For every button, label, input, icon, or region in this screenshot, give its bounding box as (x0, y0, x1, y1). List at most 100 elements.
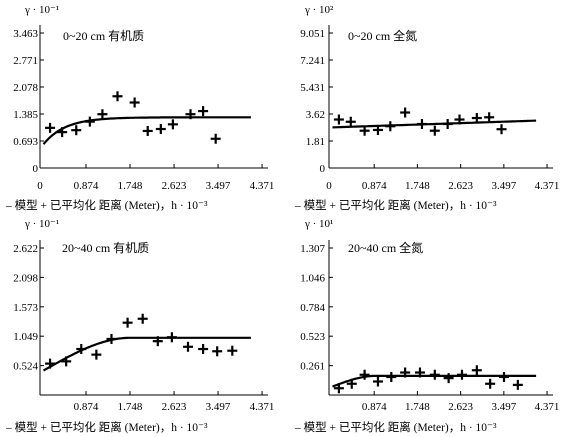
x-tick-label: 1.748 (118, 180, 143, 192)
data-point-marker (359, 125, 370, 136)
data-point-marker (333, 114, 344, 125)
x-tick-label: 3.497 (491, 401, 516, 413)
data-point-marker (400, 107, 411, 118)
panel-title: 0~20 cm 全氮 (348, 28, 417, 43)
data-point-marker (471, 113, 482, 124)
data-point-marker (227, 345, 238, 356)
y-tick-label: 3.463 (13, 28, 38, 40)
data-point-marker (182, 341, 193, 352)
model-curve (42, 336, 251, 372)
data-point-marker (498, 372, 509, 383)
x-tick-label: 2.623 (448, 180, 473, 192)
x-tick-label: 1.748 (405, 180, 430, 192)
data-point-marker (142, 125, 153, 136)
data-point-marker (61, 356, 72, 367)
y-tick-label: 0 (33, 163, 39, 175)
data-point-marker (137, 313, 148, 324)
y-tick-label: 1.049 (13, 331, 38, 343)
data-point-marker (212, 346, 223, 357)
data-point-marker (76, 344, 87, 355)
x-tick-label: 2.623 (162, 401, 187, 413)
data-point-marker (155, 124, 166, 135)
data-point-marker (485, 378, 496, 389)
x-tick-label-zero: 0 (37, 180, 43, 192)
data-point-marker (385, 121, 396, 132)
data-point-marker (210, 133, 221, 144)
data-point-marker (167, 119, 178, 130)
data-point-marker (484, 112, 495, 123)
x-tick-label: 4.371 (250, 401, 275, 413)
data-point-marker (429, 125, 440, 136)
x-tick-label: 4.371 (535, 180, 560, 192)
data-point-marker (372, 124, 383, 135)
data-point-marker (198, 344, 209, 355)
chart-panel-1: γ · 10⁻¹ 0~20 cm 有机质 3.463 2.771 2.078 1.385 0… (5, 4, 274, 212)
data-point-marker (91, 349, 102, 360)
x-tick-label: 0.874 (362, 180, 387, 192)
y-tick-label: 9.051 (300, 28, 325, 40)
data-point-marker (333, 383, 344, 394)
y-tick-label: 2.098 (13, 272, 38, 284)
y-tick-label: 1.307 (300, 243, 325, 255)
data-point-marker (71, 125, 82, 136)
data-point-marker (129, 97, 140, 108)
y-axis-unit-label: γ · 10⁻¹ (24, 218, 59, 230)
x-tick-label: 3.497 (491, 180, 516, 192)
x-tick-label: 4.371 (535, 401, 560, 413)
data-point-marker (45, 358, 56, 369)
data-point-marker (442, 118, 453, 129)
data-point-marker (152, 336, 163, 347)
data-point-marker (456, 369, 467, 380)
data-point-marker (400, 367, 411, 378)
panel-title: 20~40 cm 全氮 (348, 240, 423, 255)
y-tick-label: 2.771 (13, 55, 38, 67)
model-curve (332, 119, 537, 129)
x-tick-label: 1.748 (118, 401, 143, 413)
x-tick-label: 3.497 (206, 401, 231, 413)
data-point-marker (416, 118, 427, 129)
data-point-marker (185, 109, 196, 120)
y-tick-label: 2.622 (13, 243, 38, 255)
y-axis-unit-label: γ · 10¹ (304, 218, 333, 230)
data-point-marker (84, 116, 95, 127)
y-tick-label: 0 (320, 163, 326, 175)
x-axis-caption: – 模型 + 已平均化 距离 (Meter)，h · 10⁻³ (294, 198, 497, 212)
x-axis-caption: – 模型 + 已平均化 距离 (Meter)，h · 10⁻³ (5, 420, 208, 434)
data-point-marker (496, 124, 507, 135)
data-point-marker (512, 379, 523, 390)
data-point-marker (443, 373, 454, 384)
y-tick-label: 0.261 (300, 361, 325, 373)
data-point-marker (414, 367, 425, 378)
x-tick-label: 1.748 (405, 401, 430, 413)
data-point-marker (57, 127, 68, 138)
data-point-marker (359, 369, 370, 380)
data-point-marker (454, 114, 465, 125)
y-tick-label: 0.784 (300, 302, 325, 314)
x-tick-label: 2.623 (448, 401, 473, 413)
y-tick-label: 1.573 (13, 302, 38, 314)
chart-panel-3: γ · 10⁻¹20~40 cm 有机质 2.622 2.098 1.573 1.049… (5, 218, 274, 434)
y-tick-label: 2.078 (13, 82, 38, 94)
chart-panel-4: γ · 10¹ 20~40 cm 全氮 1.307 1.046 0.784 0.523 0.… (294, 218, 559, 434)
y-axis-unit-label: γ · 10⁻¹ (24, 4, 59, 16)
y-tick-label: 3.62 (306, 109, 325, 121)
data-point-marker (97, 109, 108, 120)
x-tick-label: 4.371 (250, 180, 275, 192)
data-point-marker (372, 376, 383, 387)
data-point-marker (106, 333, 117, 344)
y-tick-label: 1.385 (13, 109, 38, 121)
y-tick-label: 7.241 (300, 55, 325, 67)
x-axis-caption: – 模型 + 已平均化 距离 (Meter)，h · 10⁻³ (5, 198, 208, 212)
y-tick-label: 5.431 (300, 82, 325, 94)
data-point-marker (166, 332, 177, 343)
y-tick-label: 0.523 (300, 331, 325, 343)
panel-title: 20~40 cm 有机质 (62, 241, 149, 255)
data-point-marker (112, 91, 123, 102)
y-tick-label: 1.046 (300, 272, 325, 284)
data-point-marker (386, 372, 397, 383)
data-point-marker (429, 369, 440, 380)
y-axis-unit-label: γ · 10² (304, 4, 334, 16)
data-point-marker (471, 365, 482, 376)
data-point-marker (198, 106, 209, 117)
data-point-marker (346, 378, 357, 389)
